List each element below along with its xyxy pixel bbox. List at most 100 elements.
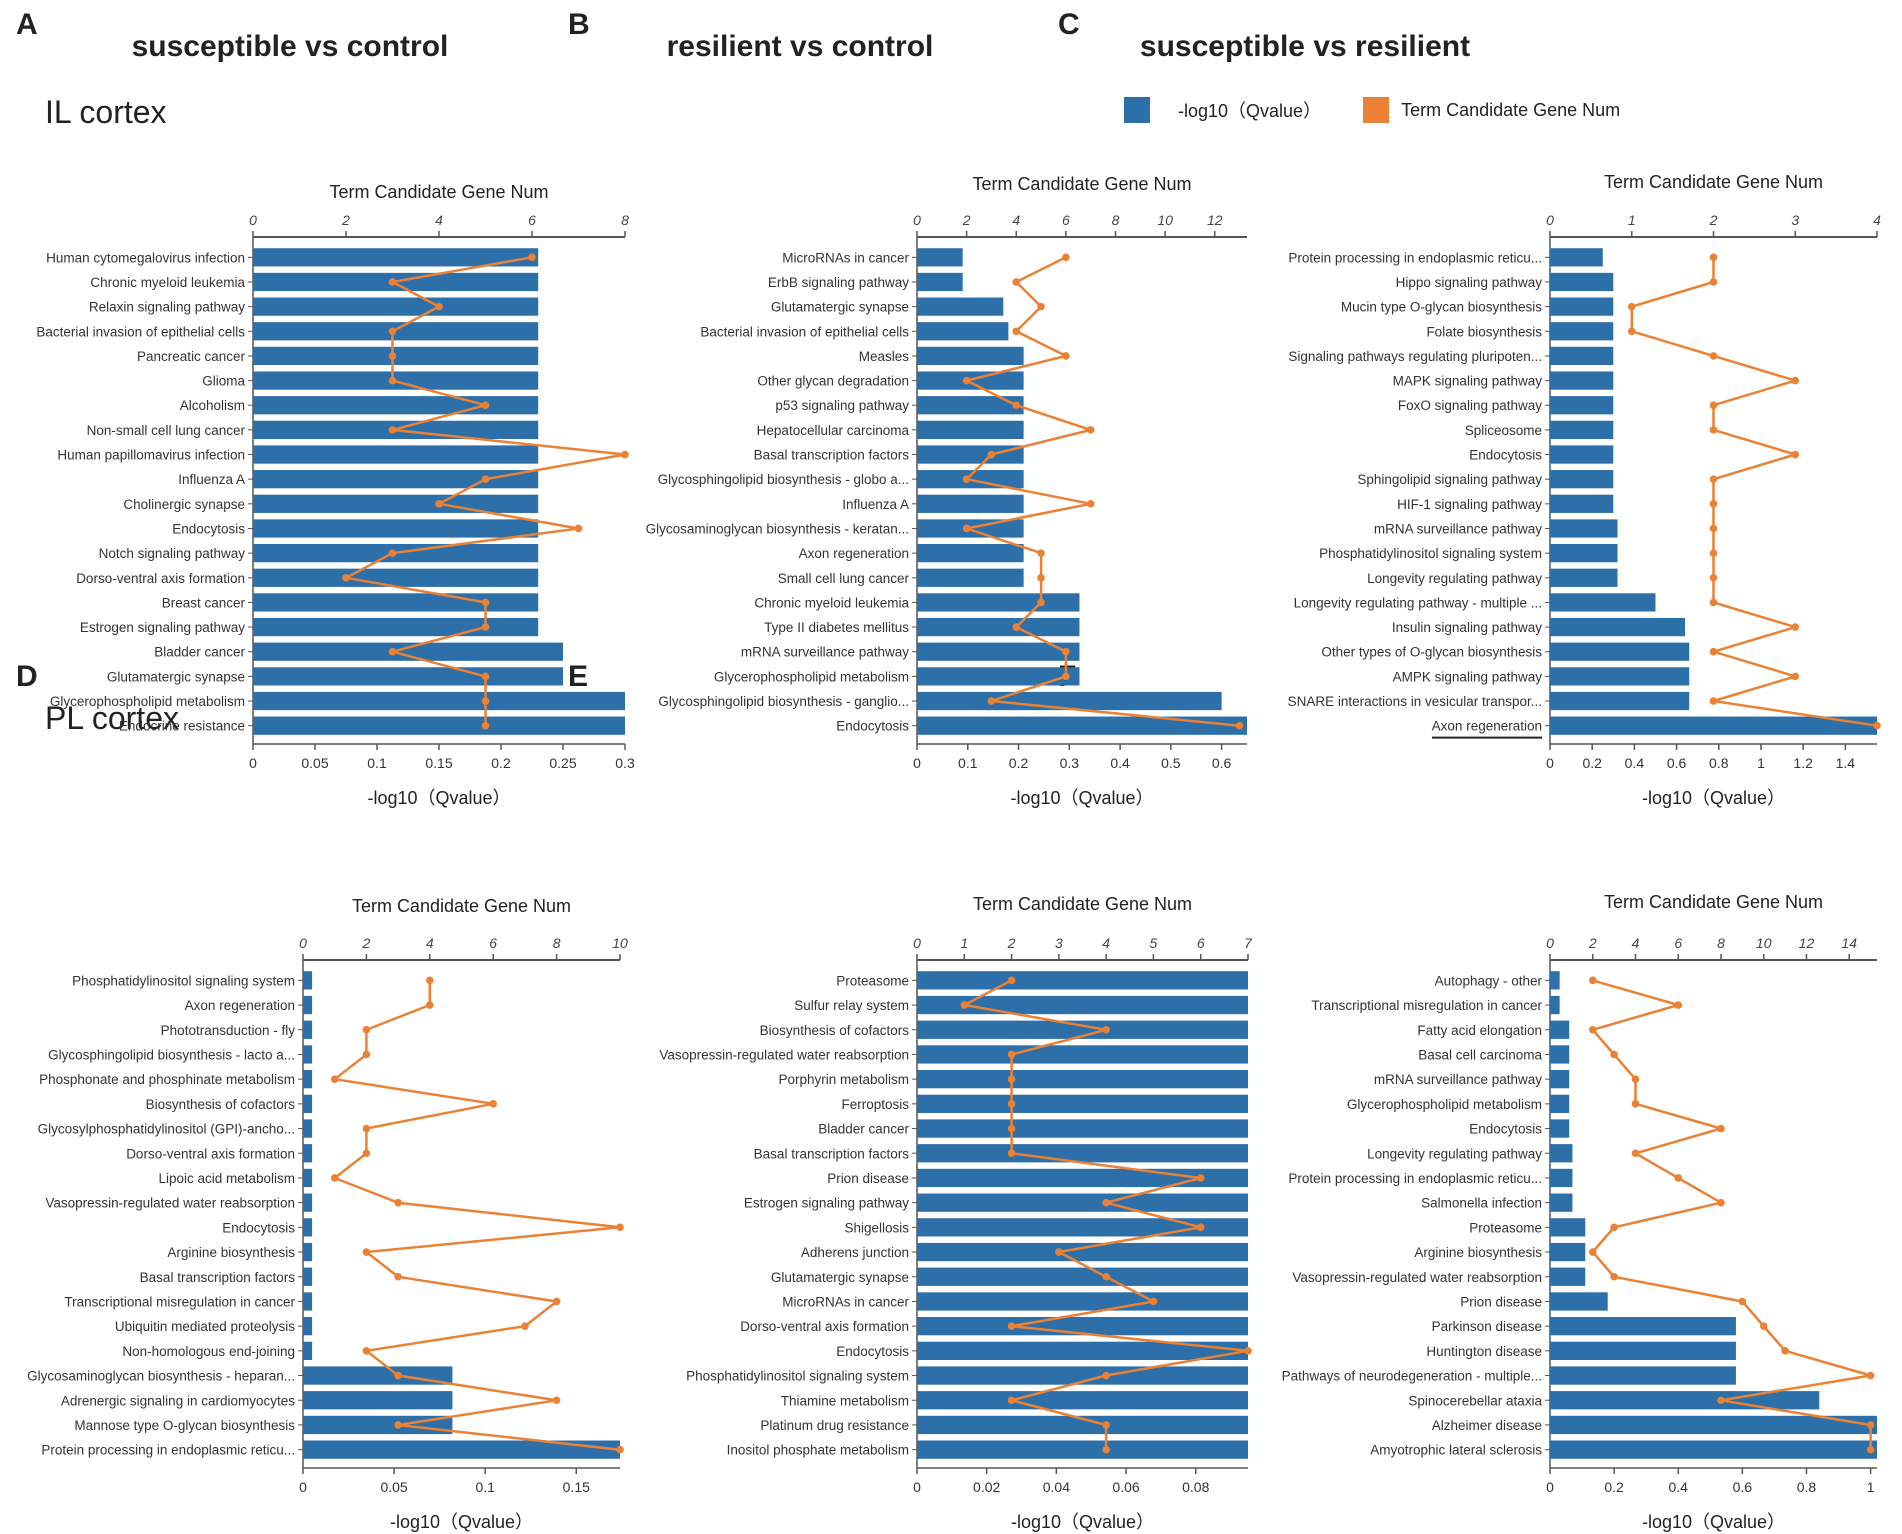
panel-b-bar — [917, 346, 1024, 366]
panel-e-top-axis-title: Term Candidate Gene Num — [973, 894, 1192, 914]
panel-e-gene-point — [1196, 1174, 1205, 1182]
panel-letter-a: A — [16, 8, 38, 41]
panel-a-bar — [253, 568, 539, 587]
panel-a-category-label: Chronic myeloid leukemia — [90, 275, 245, 290]
panel-e-bottom-axis-title: -log10（Qvalue） — [1011, 1512, 1154, 1532]
panel-b-gene-point — [1037, 549, 1045, 557]
panel-b-gene-point — [1012, 623, 1021, 631]
panel-e-top-tick-label: 6 — [1197, 935, 1205, 951]
panel-d-bottom-tick-label: 0.15 — [563, 1479, 590, 1495]
panel-a-category-label: Endocytosis — [172, 521, 245, 536]
panel-c-bar — [1550, 371, 1614, 390]
panel-d-gene-point — [394, 1371, 402, 1380]
panel-a-gene-point — [388, 549, 397, 557]
panel-e-category-label: Dorso-ventral axis formation — [740, 1319, 909, 1334]
panel-e-gene-point — [1055, 1248, 1063, 1256]
panel-a-category-label: Non-small cell lung cancer — [87, 423, 246, 438]
panel-d-bar — [303, 1193, 313, 1212]
panel-a-category-label: Human cytomegalovirus infection — [46, 250, 245, 265]
panel-c-bar — [1550, 593, 1656, 612]
panel-d-gene-point — [426, 976, 434, 985]
panel-f-gene-point — [1674, 1001, 1683, 1009]
panel-a-bar — [253, 248, 539, 267]
panel-letter-d: D — [16, 660, 38, 693]
panel-a-bar — [253, 297, 539, 316]
panel-f-category-label: Arginine biosynthesis — [1414, 1245, 1542, 1260]
panel-f-bar — [1550, 1094, 1570, 1113]
panel-a-gene-point — [435, 500, 443, 508]
panel-a-bottom-tick-label: 0.05 — [301, 755, 328, 771]
panel-f-gene-point — [1588, 976, 1597, 985]
panel-b-category-label: Glycosaminoglycan biosynthesis - keratan… — [646, 521, 909, 536]
panel-a-bar — [253, 716, 625, 735]
panel-c-bar — [1550, 346, 1614, 366]
panel-b-top-tick-label: 6 — [1062, 212, 1070, 228]
panel-a-category-label: Relaxin signaling pathway — [89, 300, 245, 315]
panel-c-category-label: Longevity regulating pathway - multiple … — [1294, 595, 1542, 610]
panel-e-category-label: Bladder cancer — [818, 1122, 909, 1137]
panel-d-category-label: Non-homologous end-joining — [122, 1344, 295, 1359]
panel-f-top-tick-label: 0 — [1546, 935, 1554, 951]
panel-d-top-tick-label: 4 — [426, 935, 434, 951]
panel-d-gene-point — [362, 1025, 371, 1034]
panel-b-bar — [917, 617, 1080, 637]
panel-c-gene-point — [1709, 573, 1718, 582]
panel-e-top-tick-label: 4 — [1102, 935, 1110, 951]
panel-e-gene-point — [1102, 1421, 1110, 1429]
panel-a-top-tick-label: 0 — [249, 212, 257, 228]
panel-e-category-label: Prion disease — [827, 1171, 909, 1186]
panel-b-bar — [917, 420, 1024, 439]
panel-e-category-label: Estrogen signaling pathway — [744, 1196, 909, 1211]
panel-d-top-axis-title: Term Candidate Gene Num — [352, 896, 571, 916]
panel-e-category-label: Thiamine metabolism — [781, 1393, 909, 1408]
panel-f-bar — [1550, 1218, 1586, 1237]
panel-b-bar — [917, 667, 1080, 686]
panel-f-category-label: Fatty acid elongation — [1417, 1023, 1542, 1038]
panel-f-bar — [1550, 1168, 1573, 1188]
panel-a-bar — [253, 519, 539, 538]
panel-c-category-label: AMPK signaling pathway — [1393, 669, 1543, 684]
panel-d-bar — [303, 1020, 313, 1039]
panel-d-gene-point — [394, 1272, 402, 1281]
panel-f-gene-point — [1717, 1198, 1725, 1207]
panel-c-gene-point — [1791, 376, 1800, 385]
panel-b-gene-point — [1037, 573, 1045, 582]
panel-f-category-label: Prion disease — [1460, 1294, 1542, 1309]
panel-f-gene-point — [1631, 1075, 1640, 1083]
panel-b-gene-point — [1012, 278, 1021, 286]
panel-b-category-label: Measles — [859, 349, 910, 364]
panel-c-bottom-tick-label: 0.6 — [1667, 755, 1687, 771]
panel-f-category-label: Basal cell carcinoma — [1418, 1047, 1542, 1062]
panel-e-gene-point — [1007, 976, 1016, 985]
panel-b-category-label: Glutamatergic synapse — [771, 300, 909, 315]
panel-a-gene-point — [388, 647, 397, 656]
panel-b-category-label: Chronic myeloid leukemia — [754, 595, 909, 610]
panel-e-category-label: Endocytosis — [836, 1344, 909, 1359]
panel-f-bar — [1550, 971, 1560, 990]
panel-a-gene-point — [481, 623, 490, 631]
panel-b-gene-point — [1062, 352, 1070, 360]
panel-a-gene-point — [481, 721, 490, 730]
panel-letter-c: C — [1058, 8, 1080, 41]
panel-e-category-label: Platinum drug resistance — [760, 1418, 909, 1433]
panel-b-bottom-tick-label: 0.4 — [1110, 755, 1130, 771]
panel-b-bar — [917, 642, 1080, 661]
panel-c-top-tick-label: 1 — [1628, 212, 1636, 228]
panel-f-top-tick-label: 6 — [1674, 935, 1682, 951]
panel-d-bar — [303, 1391, 453, 1410]
panel-e-gene-point — [1007, 1075, 1016, 1083]
panel-d-bar — [303, 1440, 620, 1459]
panel-e-category-label: Vasopressin-regulated water reabsorption — [659, 1047, 909, 1062]
panel-d-gene-point — [521, 1322, 529, 1330]
panel-d-category-label: Lipoic acid metabolism — [158, 1171, 295, 1186]
panel-e-bar — [917, 1440, 1248, 1459]
panel-f-gene-point — [1717, 1396, 1725, 1405]
panel-d-category-label: Endocytosis — [222, 1220, 295, 1235]
panel-c-bottom-tick-label: 1.4 — [1836, 755, 1856, 771]
panel-e-gene-point — [960, 1001, 969, 1009]
panel-a-category-label: Breast cancer — [162, 595, 246, 610]
panel-d-top-tick-label: 6 — [489, 935, 497, 951]
panel-a-bottom-tick-label: 0.2 — [491, 755, 511, 771]
row-title-il-cortex: IL cortex — [45, 94, 167, 130]
panel-a-category-label: Dorso-ventral axis formation — [76, 571, 245, 586]
